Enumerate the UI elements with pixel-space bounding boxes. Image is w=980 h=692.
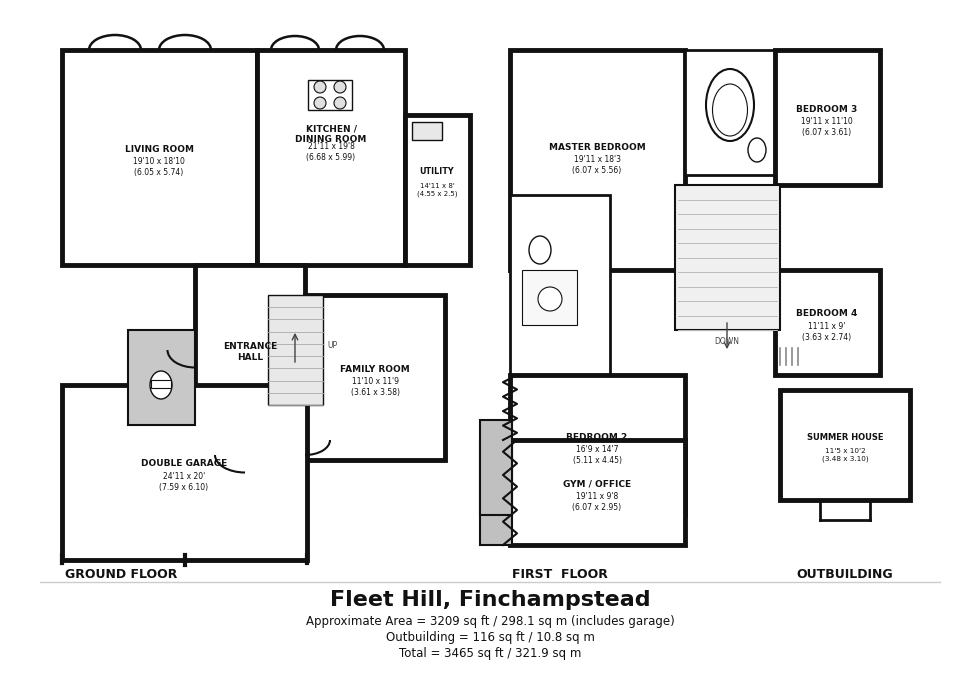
Bar [405, 115, 470, 265]
Ellipse shape [150, 371, 172, 399]
Bar [480, 420, 512, 515]
Bar [268, 295, 323, 405]
Circle shape [334, 81, 346, 93]
Text: 11'10 x 11'9
(3.61 x 3.58): 11'10 x 11'9 (3.61 x 3.58) [351, 377, 400, 397]
Text: 24'11 x 20'
(7.59 x 6.10): 24'11 x 20' (7.59 x 6.10) [160, 473, 209, 492]
Text: LIVING ROOM: LIVING ROOM [124, 145, 193, 154]
Circle shape [314, 81, 326, 93]
Bar [510, 195, 610, 375]
Text: GROUND FLOOR: GROUND FLOOR [65, 569, 177, 581]
Bar [510, 440, 685, 545]
Bar [412, 122, 442, 140]
Bar [685, 50, 775, 175]
Bar [308, 80, 352, 110]
Text: 11'11 x 9'
(3.63 x 2.74): 11'11 x 9' (3.63 x 2.74) [803, 322, 852, 342]
Bar [775, 270, 880, 375]
Text: 19'11 x 11'10
(6.07 x 3.61): 19'11 x 11'10 (6.07 x 3.61) [801, 118, 853, 137]
Text: 16'9 x 14'7
(5.11 x 4.45): 16'9 x 14'7 (5.11 x 4.45) [572, 445, 621, 465]
Text: UTILITY: UTILITY [419, 167, 455, 176]
Text: 19'11 x 9'8
(6.07 x 2.95): 19'11 x 9'8 (6.07 x 2.95) [572, 492, 621, 511]
Circle shape [334, 97, 346, 109]
Text: Outbuilding = 116 sq ft / 10.8 sq m: Outbuilding = 116 sq ft / 10.8 sq m [385, 632, 595, 644]
Text: BEDROOM 4: BEDROOM 4 [797, 309, 858, 318]
Ellipse shape [748, 138, 766, 162]
Text: OUTBUILDING: OUTBUILDING [797, 569, 894, 581]
Text: DOUBLE GARAGE: DOUBLE GARAGE [141, 459, 227, 468]
Text: 14'11 x 8'
(4.55 x 2.5): 14'11 x 8' (4.55 x 2.5) [416, 183, 458, 197]
Text: FIRST  FLOOR: FIRST FLOOR [512, 569, 608, 581]
Ellipse shape [712, 84, 748, 136]
Circle shape [538, 287, 562, 311]
Ellipse shape [529, 236, 551, 264]
Bar [151, 380, 171, 388]
Bar [195, 265, 305, 455]
Text: Fleet Hill, Finchampstead: Fleet Hill, Finchampstead [329, 590, 651, 610]
Text: 19'11 x 18'3
(6.07 x 5.56): 19'11 x 18'3 (6.07 x 5.56) [572, 155, 621, 174]
Text: Total = 3465 sq ft / 321.9 sq m: Total = 3465 sq ft / 321.9 sq m [399, 648, 581, 660]
Bar [780, 390, 910, 500]
Bar [257, 50, 405, 265]
Text: BEDROOM 2: BEDROOM 2 [566, 432, 627, 441]
Ellipse shape [706, 69, 754, 141]
Bar [62, 50, 257, 265]
Text: SUMMER HOUSE: SUMMER HOUSE [807, 432, 883, 441]
Text: Approximate Area = 3209 sq ft / 298.1 sq m (includes garage): Approximate Area = 3209 sq ft / 298.1 sq… [306, 615, 674, 628]
Circle shape [314, 97, 326, 109]
Bar [510, 50, 685, 270]
Text: 11'5 x 10'2
(3.48 x 3.10): 11'5 x 10'2 (3.48 x 3.10) [821, 448, 868, 462]
Text: 19'10 x 18'10
(6.05 x 5.74): 19'10 x 18'10 (6.05 x 5.74) [133, 157, 185, 176]
Text: MASTER BEDROOM: MASTER BEDROOM [549, 143, 646, 152]
Text: BEDROOM 3: BEDROOM 3 [797, 104, 858, 113]
Bar [62, 385, 307, 560]
Text: DOWN: DOWN [714, 338, 740, 347]
Text: GYM / OFFICE: GYM / OFFICE [563, 480, 631, 489]
Bar [480, 440, 512, 545]
Bar [510, 375, 685, 515]
Text: 21'11 x 19'8
(6.68 x 5.99): 21'11 x 19'8 (6.68 x 5.99) [307, 143, 356, 162]
Text: UP: UP [327, 340, 337, 349]
Bar [128, 330, 195, 425]
Bar [775, 50, 880, 185]
Text: FAMILY ROOM: FAMILY ROOM [340, 365, 410, 374]
Bar [305, 295, 445, 460]
Text: KITCHEN /
DINING ROOM: KITCHEN / DINING ROOM [295, 125, 367, 144]
Bar [522, 270, 577, 325]
Bar [675, 185, 780, 330]
Text: ENTRANCE
HALL: ENTRANCE HALL [222, 343, 277, 362]
